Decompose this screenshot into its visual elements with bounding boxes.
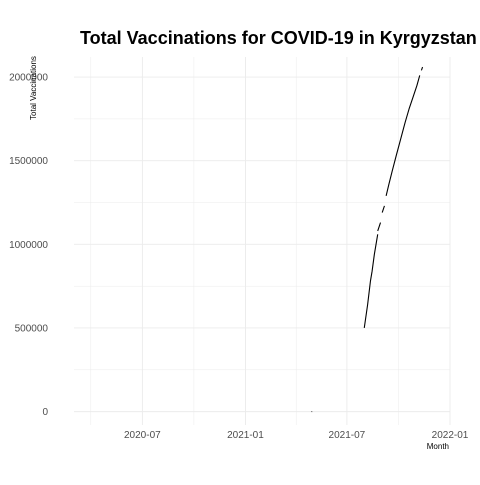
y-tick-label: 0 (42, 407, 48, 418)
x-tick-label: 2021-07 (329, 430, 366, 441)
chart-title: Total Vaccinations for COVID-19 in Kyrgy… (80, 28, 477, 48)
x-tick-label: 2020-07 (124, 430, 161, 441)
y-tick-label: 500000 (15, 323, 49, 334)
x-axis-label: Month (427, 442, 449, 451)
y-tick-label: 1500000 (9, 156, 48, 167)
y-tick-label: 1000000 (9, 240, 48, 251)
x-tick-label: 2021-01 (227, 430, 264, 441)
y-axis-label: Total Vaccinations (29, 56, 38, 120)
x-tick-label: 2022-01 (432, 430, 469, 441)
